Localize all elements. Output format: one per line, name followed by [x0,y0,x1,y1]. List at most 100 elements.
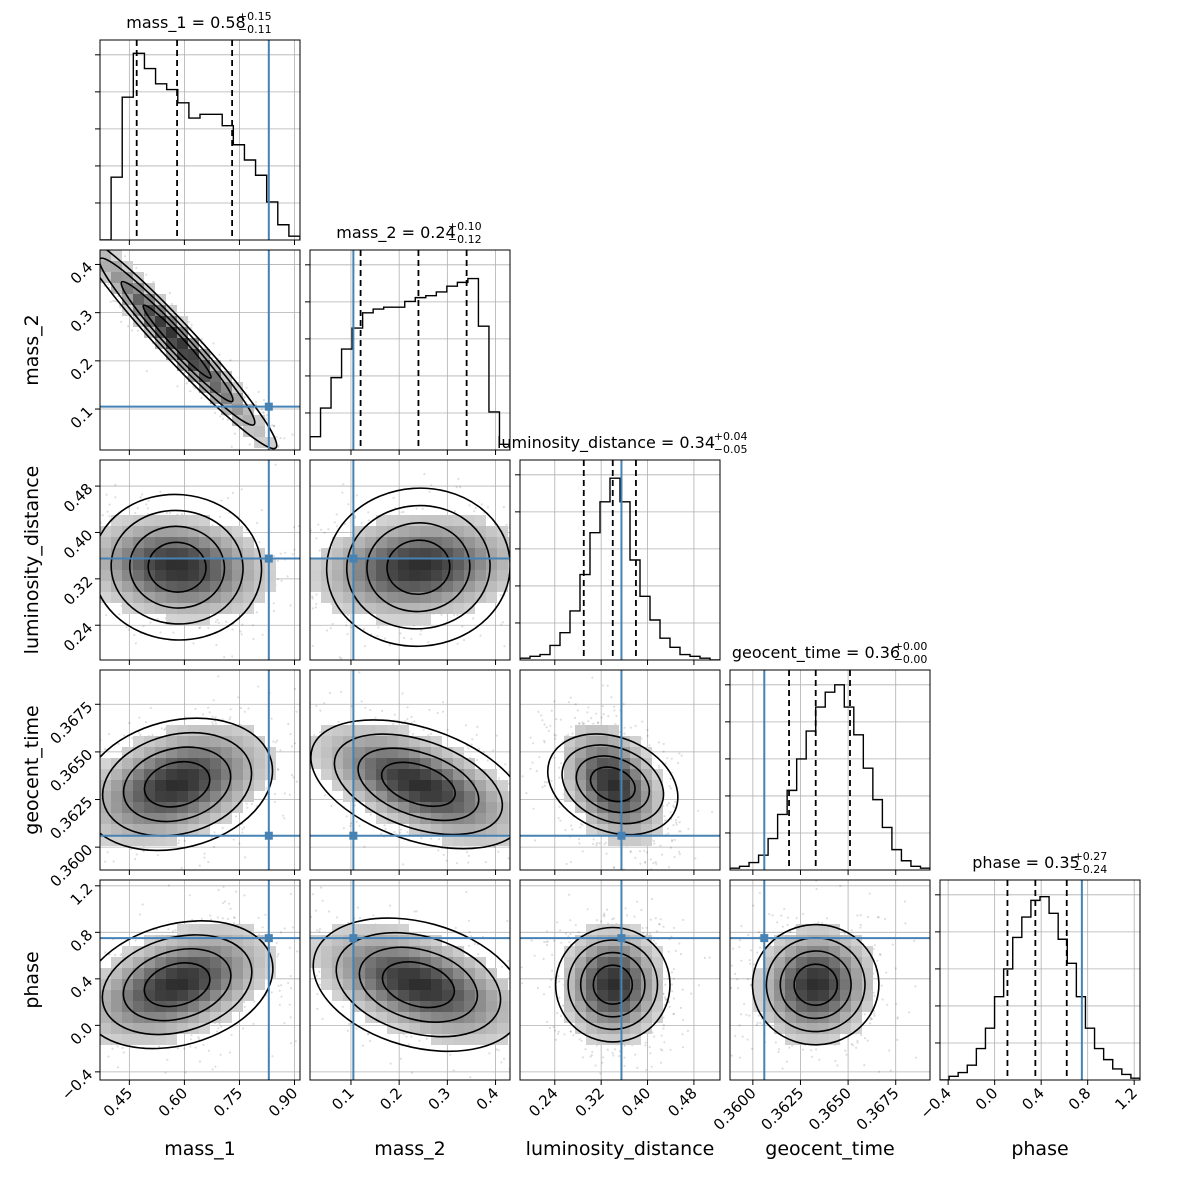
density-blocks [564,924,663,1045]
contour-line [357,747,480,822]
title-upper-error: +0.27 [1074,850,1108,863]
hist-step-phase [940,895,1140,1080]
truth-marker [617,831,626,840]
hist-step-mass_2 [310,277,510,450]
truth-marker [349,934,358,943]
axes-frame [99,249,301,451]
contour-line [101,731,253,837]
title-phase: phase = 0.35 [972,853,1079,872]
truth-marker [264,934,273,943]
title-lower-error: −0.24 [1074,863,1108,876]
axes-frame [939,879,1141,1081]
contour-line [345,504,491,630]
truth-marker [264,402,273,411]
contour-line [128,525,226,609]
panel-mass_1-vs-geocent_time [99,669,301,871]
contour-line [381,961,456,1009]
hist-geocent_time: geocent_time = 0.36+0.00−0.00 [725,640,931,871]
density-blocks [752,924,873,1045]
contour-line [100,717,274,852]
truth-marker [349,831,358,840]
x-axis-label-phase: phase [1011,1138,1068,1160]
axes-frame [309,459,511,661]
panel-luminosity_distance-vs-geocent_time [519,669,721,871]
truth-marker [617,934,626,943]
contour-line [579,951,646,1018]
title-upper-error: +0.04 [714,430,748,443]
title-lower-error: −0.05 [714,443,748,456]
contour-line [575,755,651,814]
axes-frame [519,459,721,661]
contour-line [100,493,263,641]
axes-frame [309,669,511,871]
contour-line [100,920,274,1050]
panel-luminosity_distance-vs-phase [519,879,721,1081]
y-axis-label-geocent_time: geocent_time [21,705,43,834]
contour-line [100,250,278,450]
contour-line [592,964,634,1005]
contour-line [147,541,207,593]
density-blocks [100,725,276,846]
panel-mass_2-vs-geocent_time [309,669,511,871]
title-luminosity_distance: luminosity_distance = 0.34 [497,433,715,453]
y-axis-label-mass_2: mass_2 [21,314,43,386]
axes-frame [729,879,931,1081]
density-blocks [100,515,276,625]
contour-line [793,963,839,1007]
title-mass_2: mass_2 = 0.24 [336,223,455,243]
contour-line [101,934,253,1036]
hist-mass_2: mass_2 = 0.24+0.10−0.12 [305,220,511,451]
contour-line [366,522,471,613]
x-axis-label-luminosity_distance: luminosity_distance [526,1138,715,1160]
x-axis-label-mass_2: mass_2 [374,1138,446,1160]
axes-frame [99,669,301,871]
x-axis-label-geocent_time: geocent_time [765,1138,894,1160]
panel-mass_2-vs-phase [309,879,511,1081]
contour-line [110,509,244,625]
hist-luminosity_distance: luminosity_distance = 0.34+0.04−0.05 [497,430,748,661]
contour-line [589,766,636,803]
truth-marker [264,554,273,563]
contour-line [333,733,504,836]
panel-geocent_time-vs-phase [729,879,931,1081]
axes-frame [309,879,511,1081]
panel-mass_1-vs-mass_2 [99,249,301,451]
contour-line [143,962,211,1008]
contour-line [567,939,659,1031]
title-lower-error: −0.11 [238,23,272,36]
contour-line [380,761,456,808]
hist-phase: phase = 0.35+0.27−0.24 [935,850,1141,1081]
title-upper-error: +0.15 [238,10,272,23]
axes-frame [99,879,301,1081]
contour-line [751,923,880,1046]
panel-mass_1-vs-luminosity_distance [99,459,301,661]
axes-frame [99,459,301,661]
hist-step-luminosity_distance [520,477,720,660]
contour-line [122,746,232,823]
contour-line [312,917,510,1053]
contour-line [310,719,510,850]
y-axis-label-luminosity_distance: luminosity_distance [21,466,43,655]
x-axis-label-mass_1: mass_1 [164,1138,236,1160]
contour-line [386,539,451,596]
contour-line [779,950,852,1020]
contour-line [122,948,232,1022]
y-axis-label-phase: phase [21,951,43,1008]
axes-frame [309,249,511,451]
axes-frame [99,39,301,241]
truth-marker [760,934,769,943]
hist-mass_1: mass_1 = 0.58+0.15−0.11 [95,10,301,241]
title-lower-error: −0.00 [894,653,928,666]
contour-line [561,744,665,825]
contour-line [358,946,479,1023]
contour-line [554,926,671,1043]
axes-frame [729,669,931,871]
contour-line [142,304,212,379]
contour-line [143,760,211,808]
title-upper-error: +0.10 [448,220,482,233]
title-lower-error: −0.12 [448,233,482,246]
axes-frame [519,669,721,871]
contour-line [120,280,234,403]
title-mass_1: mass_1 = 0.58 [126,13,245,33]
